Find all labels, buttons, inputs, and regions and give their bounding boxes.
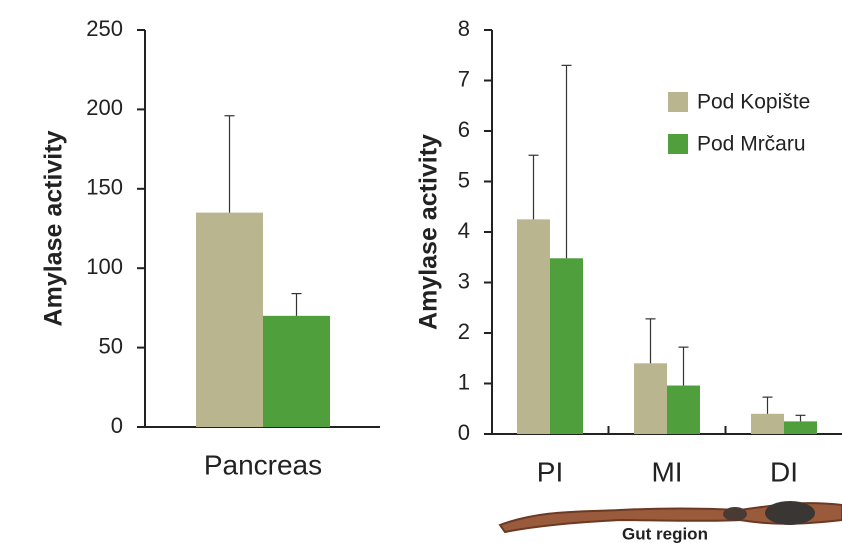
y-tick-label: 3: [458, 268, 470, 293]
error-bar: [678, 346, 689, 386]
bar: [667, 385, 700, 434]
bar: [517, 219, 550, 434]
x-tick-label: Pancreas: [204, 449, 322, 480]
y-tick-label: 100: [86, 254, 123, 279]
error-bar: [795, 414, 806, 422]
bar: [751, 413, 784, 434]
error-bar: [528, 154, 539, 220]
y-tick-label: 1: [458, 369, 470, 394]
legend-label: Pod Kopište: [697, 91, 810, 114]
bar: [196, 212, 263, 427]
x-tick-label: PI: [537, 456, 563, 487]
legend-swatch: [668, 92, 688, 112]
error-bar: [762, 396, 773, 414]
x-tick-label: DI: [770, 456, 798, 487]
legend-label: Pod Mrčaru: [697, 133, 806, 156]
y-tick-label: 0: [111, 413, 123, 438]
y-tick-label: 4: [458, 218, 470, 243]
y-tick-label: 0: [458, 420, 470, 445]
bar: [634, 363, 667, 434]
x-tick-label: MI: [651, 456, 682, 487]
error-bar: [224, 115, 235, 213]
legend-swatch: [668, 134, 688, 154]
bar: [263, 315, 330, 427]
y-tick-label: 5: [458, 167, 470, 192]
y-tick-label: 6: [458, 117, 470, 142]
error-bar: [645, 318, 656, 364]
y-axis-title: Amylase activity: [415, 134, 443, 330]
y-tick-label: 150: [86, 175, 123, 200]
y-tick-label: 250: [86, 16, 123, 41]
error-bar: [291, 293, 302, 316]
y-tick-label: 7: [458, 66, 470, 91]
y-tick-label: 2: [458, 319, 470, 344]
bar: [784, 421, 817, 434]
y-tick-label: 50: [99, 333, 123, 358]
x-axis-title: Gut region: [622, 524, 708, 543]
gut-image: [498, 501, 842, 534]
bar: [550, 258, 583, 434]
error-bar: [561, 64, 572, 259]
y-axis-title: Amylase activity: [40, 130, 68, 326]
y-tick-label: 200: [86, 95, 123, 120]
y-tick-label: 8: [458, 16, 470, 41]
